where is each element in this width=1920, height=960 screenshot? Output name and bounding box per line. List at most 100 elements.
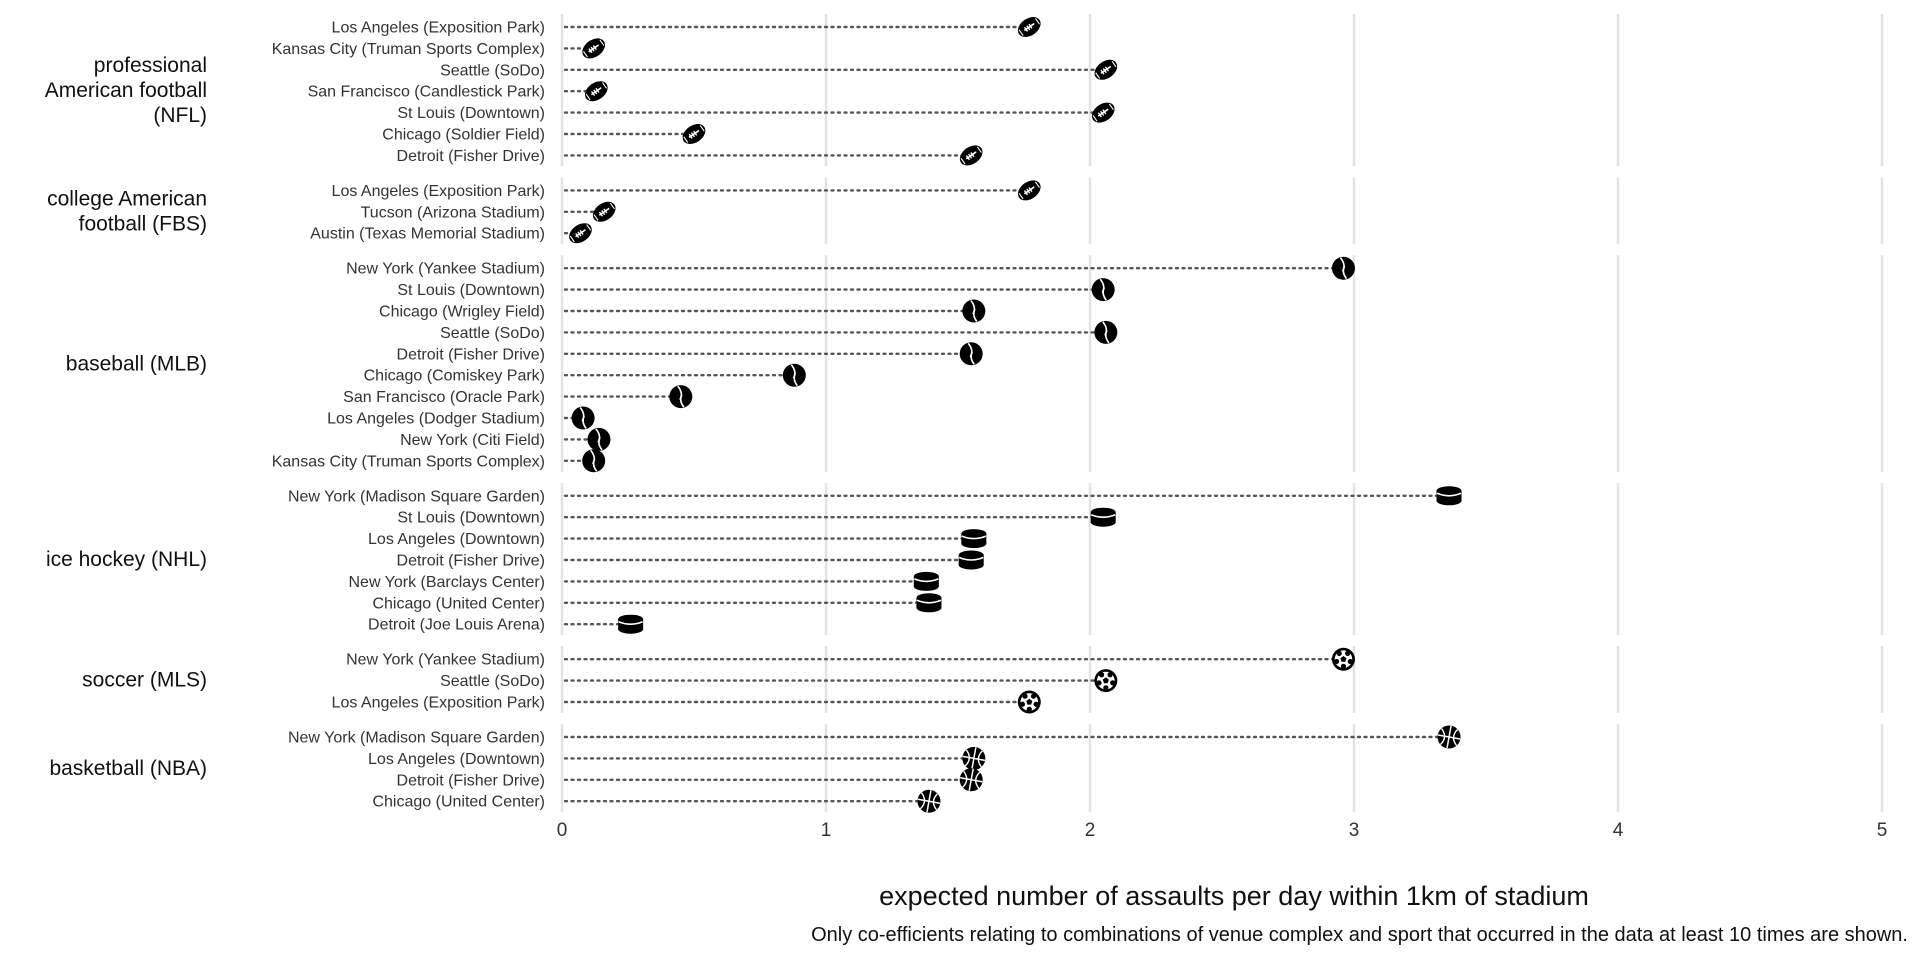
baseball-icon (962, 299, 986, 323)
data-row: Chicago (Comiskey Park) (364, 363, 806, 387)
data-row: St Louis (Downtown) (397, 102, 1115, 123)
facet-panel: baseball (MLB) New York (Yankee Stadium) S… (66, 256, 1355, 473)
venue-label: Los Angeles (Downtown) (368, 751, 545, 768)
venue-label: New York (Madison Square Garden) (288, 730, 545, 747)
venue-label: Kansas City (Truman Sports Complex) (272, 41, 545, 58)
grid-layer (560, 14, 1884, 813)
venue-label: New York (Yankee Stadium) (346, 652, 545, 669)
baseball-icon (582, 449, 606, 473)
venue-label: Tucson (Arizona Stadium) (361, 204, 545, 221)
venue-label: Los Angeles (Exposition Park) (332, 20, 545, 37)
facet-panel: basketball (NBA) New York (Madison Square… (49, 725, 1461, 813)
venue-label: Detroit (Fisher Drive) (397, 148, 545, 165)
soccer-ball-icon (1017, 690, 1041, 714)
baseball-icon (1091, 278, 1115, 302)
venue-label: Detroit (Joe Louis Arena) (368, 617, 545, 634)
venue-label: Detroit (Fisher Drive) (397, 553, 545, 570)
venue-label: Los Angeles (Dodger Stadium) (327, 411, 545, 428)
american-football-icon (592, 201, 616, 222)
basketball-icon (1437, 725, 1461, 749)
venue-label: Detroit (Fisher Drive) (397, 346, 545, 363)
data-row: New York (Madison Square Garden) (288, 725, 1461, 749)
baseball-icon (1094, 320, 1118, 344)
x-tick-label: 4 (1613, 820, 1624, 841)
facet-panel: ice hockey (NHL) New York (Madison Square… (46, 486, 1462, 634)
x-tick-label: 2 (1085, 820, 1096, 841)
data-row: New York (Yankee Stadium) (346, 647, 1355, 671)
data-row: New York (Citi Field) (400, 427, 611, 451)
data-row: Seattle (SoDo) (440, 669, 1118, 693)
american-football-icon (1017, 17, 1041, 37)
data-row: Chicago (United Center) (372, 789, 941, 813)
data-row: New York (Barclays Center) (348, 571, 939, 591)
venue-label: St Louis (Downtown) (397, 282, 545, 299)
facet-label: ice hockey (NHL) (46, 548, 207, 571)
american-football-icon (682, 124, 706, 144)
venue-label: Los Angeles (Downtown) (368, 531, 545, 548)
x-axis: 0 1 2 3 4 5 (557, 820, 1888, 841)
american-football-icon (1094, 59, 1118, 80)
data-row: Los Angeles (Downtown) (368, 529, 987, 549)
facet-label: American football (45, 79, 207, 102)
facet-label: baseball (MLB) (66, 353, 207, 376)
venue-label: Detroit (Fisher Drive) (397, 772, 545, 789)
data-row: New York (Yankee Stadium) (346, 256, 1355, 280)
facet-label: soccer (MLS) (82, 669, 207, 692)
baseball-icon (959, 342, 983, 366)
x-tick-label: 0 (557, 820, 568, 841)
baseball-icon (571, 406, 595, 430)
data-row: Chicago (Soldier Field) (382, 124, 706, 144)
soccer-ball-icon (1331, 647, 1355, 671)
basketball-icon (917, 789, 941, 813)
facet-label: professional (94, 54, 207, 77)
data-row: St Louis (Downtown) (397, 507, 1116, 527)
data-row: Detroit (Fisher Drive) (397, 342, 983, 366)
data-row: Los Angeles (Exposition Park) (332, 690, 1041, 714)
data-row: Chicago (United Center) (372, 593, 942, 613)
hockey-puck-icon (1436, 486, 1462, 506)
hockey-puck-icon (961, 529, 987, 549)
venue-label: Seattle (SoDo) (440, 325, 545, 342)
american-football-icon (959, 145, 983, 166)
american-football-icon (1017, 180, 1041, 201)
hockey-puck-icon (913, 571, 939, 591)
basketball-icon (959, 768, 983, 792)
data-row: New York (Madison Square Garden) (288, 486, 1462, 506)
data-row: San Francisco (Candlestick Park) (308, 81, 608, 102)
data-row: Tucson (Arizona Stadium) (361, 201, 616, 222)
soccer-ball-icon (1094, 669, 1118, 693)
venue-label: Los Angeles (Exposition Park) (332, 183, 545, 200)
facet-panel: soccer (MLS) New York (Yankee Stadium) Sea… (82, 647, 1355, 714)
facet-label: basketball (NBA) (49, 757, 207, 780)
venue-label: St Louis (Downtown) (397, 105, 545, 122)
venue-label: New York (Madison Square Garden) (288, 488, 545, 505)
venue-label: Los Angeles (Exposition Park) (332, 695, 545, 712)
american-football-icon (582, 38, 606, 59)
american-football-icon (1091, 102, 1115, 123)
data-row: Seattle (SoDo) (440, 59, 1118, 80)
baseball-icon (669, 385, 693, 409)
data-row: Los Angeles (Downtown) (368, 746, 986, 770)
data-row: Detroit (Joe Louis Arena) (368, 614, 644, 634)
data-row: Kansas City (Truman Sports Complex) (272, 38, 606, 59)
venue-label: San Francisco (Candlestick Park) (308, 84, 545, 101)
venue-label: Austin (Texas Memorial Stadium) (310, 226, 545, 243)
x-tick-label: 3 (1349, 820, 1360, 841)
x-tick-label: 1 (821, 820, 832, 841)
hockey-puck-icon (958, 550, 984, 570)
data-row: Chicago (Wrigley Field) (379, 299, 986, 323)
x-tick-label: 5 (1877, 820, 1888, 841)
hockey-puck-icon (916, 593, 942, 613)
baseball-icon (587, 427, 611, 451)
data-row: Austin (Texas Memorial Stadium) (310, 223, 592, 244)
baseball-icon (782, 363, 806, 387)
data-row: San Francisco (Oracle Park) (343, 385, 693, 409)
data-row: Detroit (Fisher Drive) (397, 145, 983, 166)
venue-label: San Francisco (Oracle Park) (343, 389, 545, 406)
hockey-puck-icon (618, 614, 644, 634)
venue-label: New York (Barclays Center) (348, 574, 545, 591)
